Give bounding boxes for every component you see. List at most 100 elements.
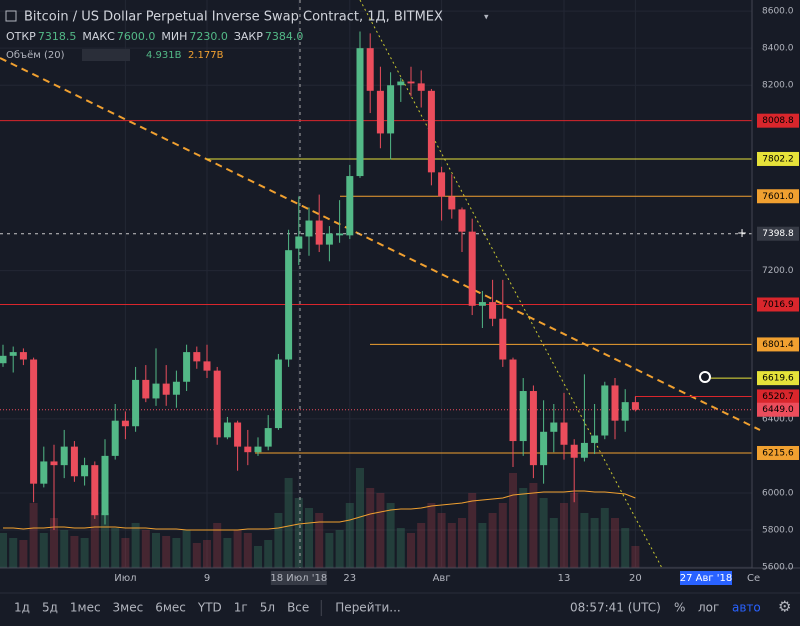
price-label-box: [757, 371, 799, 386]
candle-body: [489, 302, 497, 319]
volume-bar: [478, 523, 487, 568]
volume-bar: [560, 503, 568, 568]
volume-bar: [376, 493, 385, 568]
price-label: 7601.0: [762, 192, 794, 202]
ohlc-value: 7230.0: [189, 30, 228, 43]
y-tick-label: 6000.0: [762, 488, 794, 498]
candle-body: [172, 381, 180, 395]
candle-body: [234, 422, 242, 447]
range-button[interactable]: 5л: [260, 601, 275, 615]
range-button[interactable]: 1мес: [70, 601, 101, 615]
price-label-box: [757, 445, 799, 460]
volume-bar: [254, 546, 262, 568]
add-icon[interactable]: +: [737, 226, 747, 240]
y-tick-label: 8600.0: [762, 7, 794, 17]
clock: 08:57:41 (UTC): [570, 601, 661, 615]
candle-body: [40, 461, 48, 484]
goto-button[interactable]: Перейти...: [335, 601, 400, 615]
candle-body: [19, 352, 27, 360]
candle-body: [570, 444, 578, 458]
y-tick-label: 5800.0: [762, 526, 794, 536]
collapse-icon[interactable]: [5, 10, 17, 22]
dropdown-arrow[interactable]: ▾: [484, 13, 489, 23]
line-handle[interactable]: [699, 371, 711, 383]
volume-bar: [621, 528, 630, 568]
range-button[interactable]: YTD: [197, 601, 222, 615]
volume-bar: [590, 518, 599, 568]
candle-body: [601, 385, 609, 436]
volume-bar: [498, 503, 507, 568]
volume-bar: [9, 538, 18, 568]
range-button[interactable]: 6мес: [155, 601, 186, 615]
price-label-box: [757, 226, 799, 241]
volume-bar: [0, 533, 7, 568]
volume-bar: [233, 530, 242, 568]
candle-body: [387, 85, 395, 134]
candle-body: [427, 90, 435, 173]
candle-body: [325, 233, 333, 245]
trend-line: [0, 57, 761, 431]
percent-button[interactable]: %: [674, 601, 685, 615]
range-button[interactable]: 1г: [234, 601, 248, 615]
volume-bar: [284, 478, 293, 568]
candle-body: [438, 172, 446, 197]
candle-body: [244, 446, 252, 453]
candle-body: [223, 422, 231, 438]
trend-line: [359, 0, 663, 569]
candle-body: [448, 196, 456, 210]
range-button[interactable]: Все: [287, 601, 309, 615]
candle-body: [285, 250, 293, 360]
price-label: 6449.0: [762, 405, 794, 415]
volume-title: Объём (20): [6, 50, 65, 61]
volume-bar: [396, 528, 405, 568]
candle-body: [121, 420, 129, 427]
symbol-title[interactable]: Bitcoin / US Dollar Perpetual Inverse Sw…: [24, 10, 443, 25]
volume-bar: [192, 543, 201, 568]
settings-icon[interactable]: ⚙: [778, 598, 791, 616]
volume-bar: [611, 518, 619, 568]
candle-body: [203, 361, 211, 371]
indicator-buttons[interactable]: [82, 49, 130, 61]
volume-bar: [162, 536, 171, 568]
price-label: 6215.6: [762, 448, 794, 458]
candle-body: [591, 435, 599, 443]
candle-body: [111, 420, 119, 456]
price-label: 7398.8: [762, 229, 794, 239]
volume-value: 4.931B: [146, 50, 182, 61]
ohlc-value: 7318.5: [38, 30, 77, 43]
volume-bar: [80, 538, 89, 568]
candle-body: [60, 446, 68, 466]
candle-body: [519, 391, 527, 442]
range-button[interactable]: 3мес: [113, 601, 144, 615]
candle-body: [213, 370, 221, 438]
ohlc-name: МАКС: [82, 30, 115, 43]
candle-body: [101, 455, 109, 516]
price-label: 6801.4: [762, 340, 794, 350]
volume-value: 2.177B: [188, 50, 224, 61]
volume-bar: [345, 503, 354, 568]
range-button[interactable]: 1д: [14, 601, 30, 615]
candle-body: [50, 461, 58, 466]
candle-body: [509, 359, 517, 442]
volume-bar: [631, 546, 640, 568]
candle-body: [336, 233, 344, 236]
price-label: 7016.9: [762, 300, 794, 310]
range-button[interactable]: 5д: [42, 601, 58, 615]
candle-body: [611, 385, 619, 421]
volume-bar: [458, 518, 466, 568]
price-label-box: [757, 113, 799, 128]
volume-bar: [356, 468, 364, 568]
candle-body: [529, 391, 537, 466]
candle-body: [81, 465, 89, 477]
candle-body: [70, 446, 78, 477]
log-button[interactable]: лог: [698, 601, 719, 615]
candle-body: [193, 352, 201, 362]
volume-bar: [50, 518, 58, 568]
candle-body: [274, 359, 282, 429]
price-label-box: [757, 402, 799, 417]
ohlc-name: МИН: [161, 30, 187, 43]
price-label-box: [757, 337, 799, 352]
volume-bar: [101, 513, 109, 568]
auto-button[interactable]: авто: [732, 601, 761, 615]
